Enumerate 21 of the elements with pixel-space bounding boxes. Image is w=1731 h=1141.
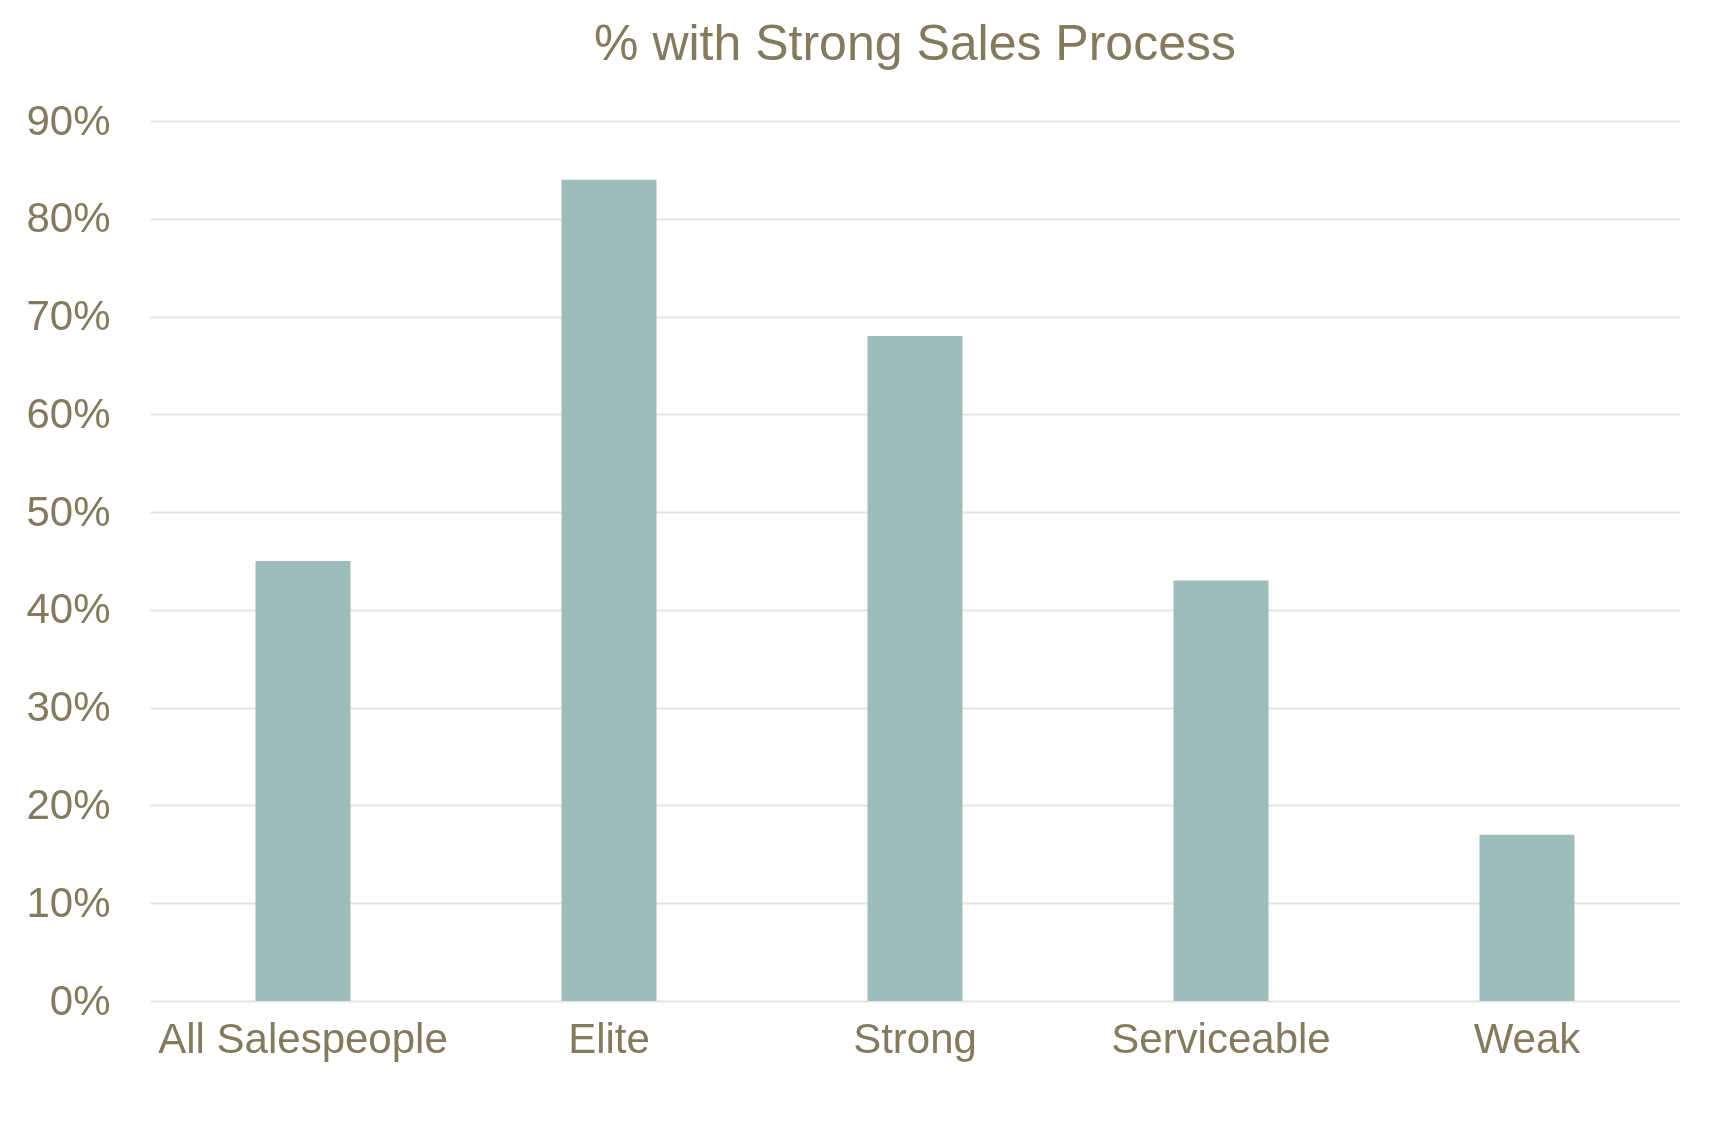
- chart-title: % with Strong Sales Process: [594, 15, 1236, 71]
- bar: [1173, 580, 1269, 1001]
- y-tick-label: 30%: [26, 683, 111, 731]
- bar: [867, 336, 963, 1001]
- x-tick-label: Elite: [568, 1014, 650, 1062]
- x-tick-label: Weak: [1473, 1014, 1582, 1062]
- y-tick-label: 10%: [26, 878, 111, 926]
- y-tick-label: 50%: [26, 487, 111, 535]
- bar: [561, 179, 657, 1001]
- bar: [1479, 834, 1575, 1001]
- y-tick-label: 90%: [26, 96, 111, 144]
- y-tick-label: 60%: [26, 389, 111, 437]
- x-tick-label: Strong: [853, 1014, 977, 1062]
- y-tick-label: 0%: [49, 976, 111, 1024]
- x-tick-label: Serviceable: [1111, 1014, 1331, 1062]
- y-tick-label: 40%: [26, 585, 111, 633]
- y-tick-label: 80%: [26, 194, 111, 242]
- y-tick-label: 20%: [26, 780, 111, 828]
- bar: [255, 561, 351, 1001]
- x-tick-label: All Salespeople: [158, 1014, 448, 1062]
- y-tick-label: 70%: [26, 292, 111, 340]
